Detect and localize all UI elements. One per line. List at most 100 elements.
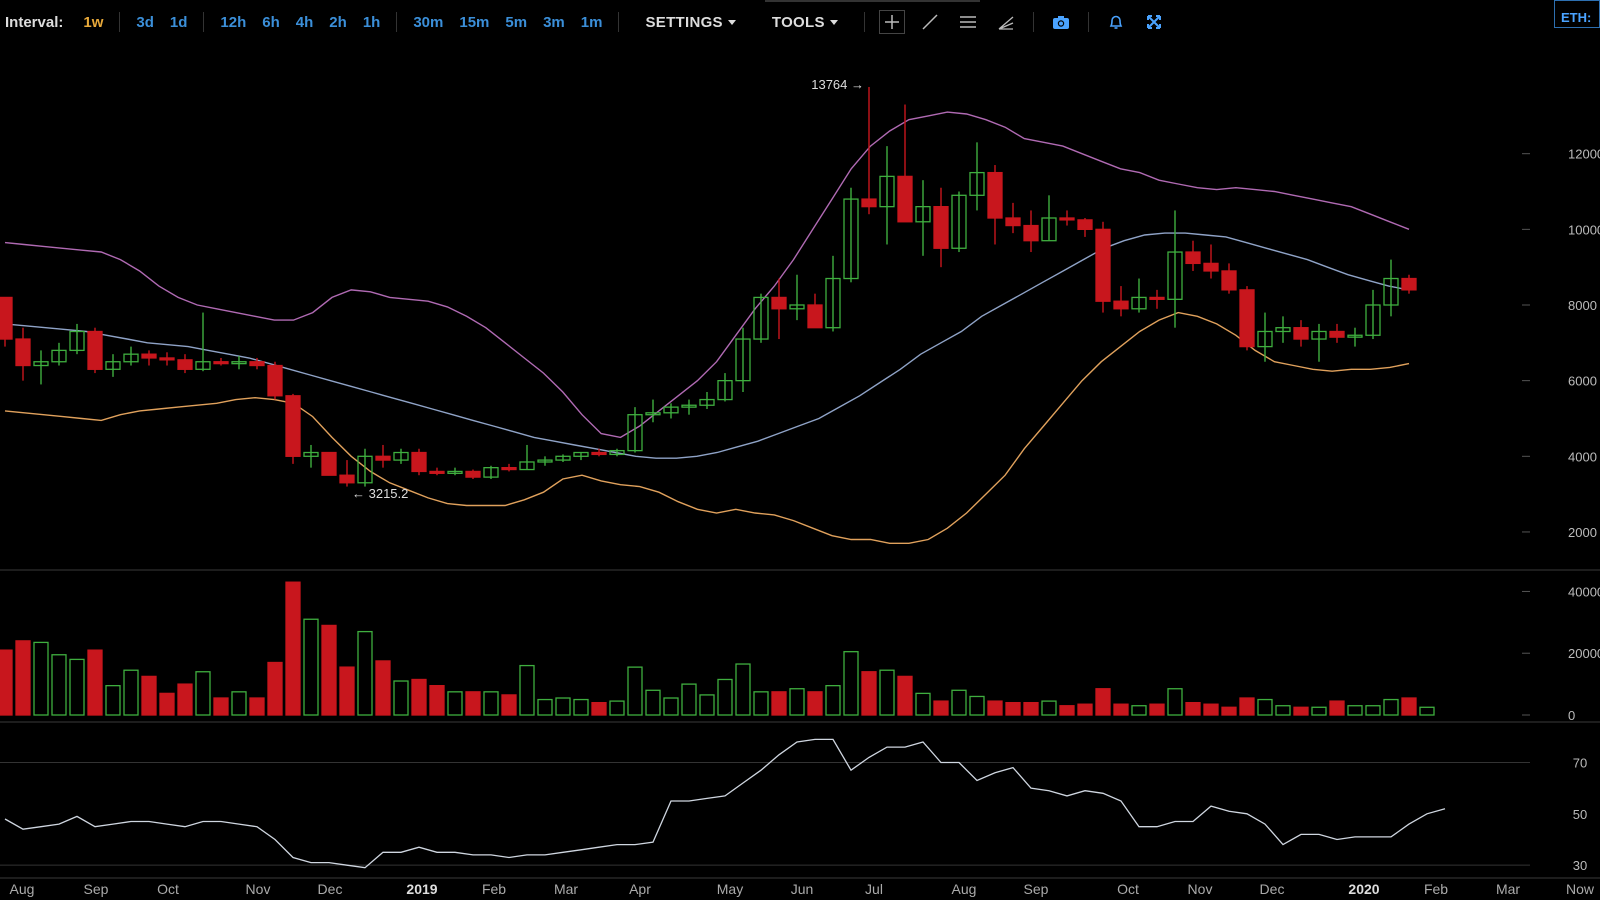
volume-bar [771,691,787,716]
candle-body [807,304,823,329]
x-axis-label: Feb [1424,881,1448,897]
volume-bar [393,680,409,716]
x-axis-label: Mar [554,881,578,897]
volume-bar [969,695,985,716]
volume-bar [465,691,481,716]
candle-body [609,449,625,456]
volume-bar [285,581,301,716]
volume-bar [249,697,265,716]
candle-body [987,171,1003,219]
candle-body [699,398,715,406]
trendline-icon[interactable] [917,10,943,34]
interval-30m[interactable]: 30m [413,13,444,31]
x-axis-label: Jun [791,881,814,897]
middle-bollinger-band [4,232,1410,459]
candle-body [1311,330,1327,340]
interval-label: Interval: [5,13,64,31]
candle-body [465,470,481,478]
candle-body [357,455,373,484]
lower-bollinger-band [4,311,1410,544]
x-axis-label: Oct [1117,881,1139,897]
volume-bar [807,691,823,716]
interval-1h[interactable]: 1h [362,13,381,31]
price-axis-label: 6000 [1568,374,1597,389]
interval-12h[interactable]: 12h [220,13,247,31]
volume-bar [33,641,49,716]
candle-body [1275,327,1291,333]
tools-menu[interactable]: TOOLS [772,14,838,31]
tools-label: TOOLS [771,13,825,31]
fullscreen-icon[interactable] [1141,10,1167,34]
candle-body [1383,277,1399,306]
candle-body [141,353,157,359]
interval-3d[interactable]: 3d [136,13,154,31]
candle-body [393,451,409,461]
interval-5m[interactable]: 5m [505,13,528,31]
camera-icon[interactable] [1048,10,1074,34]
interval-1w[interactable]: 1w [83,13,104,31]
x-axis-label: Jul [865,881,883,897]
x-axis-label: Nov [1188,881,1213,897]
volume-bar [1131,705,1147,716]
toolbar-separator [203,12,205,32]
toolbar-top-tab [765,0,980,2]
x-axis-label: Apr [629,881,651,897]
rsi-axis-label: 50 [1573,807,1587,822]
volume-bar [321,624,337,716]
x-axis-label: 2019 [406,881,437,897]
interval-1d[interactable]: 1d [169,13,188,31]
volume-bar [1347,705,1363,716]
volume-bar [1239,697,1255,716]
candle-body [555,455,571,461]
interval-1m[interactable]: 1m [580,13,603,31]
bell-icon[interactable] [1103,10,1129,34]
candle-body [1185,251,1201,265]
candle-body [681,404,697,408]
candle-body [933,206,949,249]
volume-bar [105,685,121,716]
price-axis-label: 2000 [1568,525,1597,540]
symbol-badge[interactable]: ETH: [1554,0,1600,28]
chevron-down-icon [829,20,838,26]
candle-body [1041,217,1057,242]
volume-bar [411,678,427,716]
candle-body [645,412,661,416]
volume-bar [1257,698,1273,716]
x-axis-label: Aug [10,881,35,897]
x-axis-label: Now [1566,881,1595,897]
candle-body [1095,228,1111,302]
candle-body [159,357,175,361]
candle-body [1005,217,1021,227]
volume-bar [627,666,643,716]
volume-bar [699,694,715,716]
volume-bar [213,697,229,716]
settings-menu[interactable]: SETTINGS [645,14,736,31]
toolbar-separator [863,12,865,32]
volume-bar [933,700,949,716]
interval-6h[interactable]: 6h [262,13,280,31]
candle-body [1023,224,1039,242]
volume-bar [1185,701,1201,716]
horizontal-lines-icon[interactable] [955,10,981,34]
volume-bar [195,671,211,716]
toolbar-separator [119,12,121,32]
interval-2h[interactable]: 2h [329,13,347,31]
volume-bar [1383,698,1399,716]
volume-bar [15,640,31,716]
interval-4h[interactable]: 4h [295,13,314,31]
candle-body [591,451,607,456]
candle-body [1077,219,1093,230]
interval-3m[interactable]: 3m [543,13,565,31]
price-axis-label: 10000 [1568,222,1600,237]
candle-body [1293,327,1309,340]
interval-15m[interactable]: 15m [459,13,490,31]
candle-body [1257,330,1273,348]
volume-bar [1329,700,1345,716]
price-axis-label: 8000 [1568,298,1597,313]
crosshair-icon[interactable] [878,10,905,34]
candle-body [15,338,31,367]
fib-fan-icon[interactable] [993,10,1019,34]
candle-body [87,330,103,370]
